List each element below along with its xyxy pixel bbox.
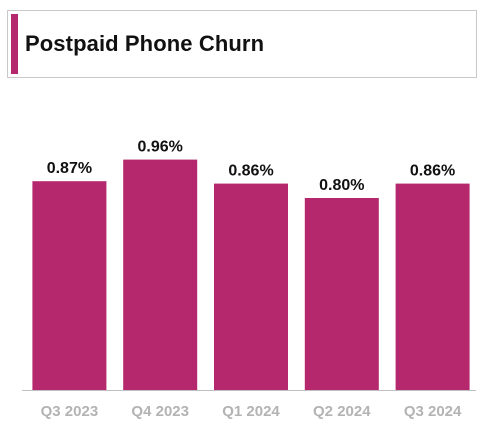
bar-q4-2023 <box>123 159 198 390</box>
data-label: 0.87% <box>47 160 92 177</box>
chart-title: Postpaid Phone Churn <box>25 31 265 56</box>
title-accent-bar <box>11 14 18 74</box>
data-label: 0.86% <box>228 163 273 180</box>
data-label: 0.86% <box>410 163 455 180</box>
x-tick-labels-group: Q3 2023 Q4 2023 Q1 2024 Q2 2024 Q3 2024 <box>41 403 462 420</box>
x-tick-label: Q3 2023 <box>41 403 99 420</box>
x-tick-label: Q3 2024 <box>404 403 462 420</box>
bar-q2-2024 <box>304 198 379 390</box>
chart-title-box: Postpaid Phone Churn <box>7 10 477 78</box>
x-tick-label: Q1 2024 <box>222 403 280 420</box>
x-tick-label: Q2 2024 <box>313 403 371 420</box>
bars-group <box>32 159 470 390</box>
bar-q3-2024 <box>395 183 470 390</box>
data-labels-group: 0.87% 0.96% 0.86% 0.80% 0.86% <box>47 139 456 194</box>
bar-q1-2024 <box>214 183 288 390</box>
x-tick-label: Q4 2023 <box>131 403 189 420</box>
data-label: 0.80% <box>319 177 364 194</box>
data-label: 0.96% <box>138 139 183 156</box>
bar-q3-2023 <box>32 181 107 390</box>
